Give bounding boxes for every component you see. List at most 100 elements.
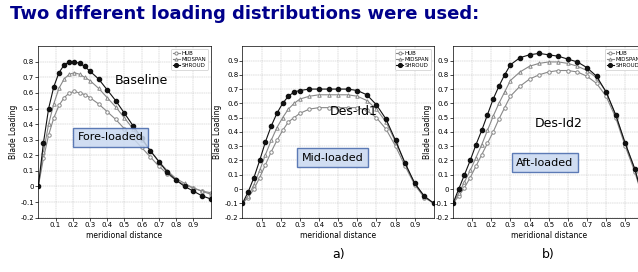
MIDSPAN (279, 116, 286, 119)
SHROUD (455, 187, 463, 191)
SHROUD (430, 202, 438, 205)
HUB (574, 70, 581, 73)
MIDSPAN (155, 160, 163, 163)
MIDSPAN (273, 126, 281, 129)
MIDSPAN (564, 62, 572, 65)
SHROUD (363, 93, 371, 96)
SHROUD (449, 202, 457, 205)
MIDSPAN (198, 190, 205, 193)
MIDSPAN (45, 122, 52, 126)
HUB (181, 183, 189, 187)
Y-axis label: Blade Loading: Blade Loading (423, 105, 433, 159)
HUB (334, 106, 342, 109)
MIDSPAN (621, 142, 629, 145)
HUB (285, 120, 292, 123)
MIDSPAN (484, 129, 491, 132)
X-axis label: meridional distance: meridional distance (510, 231, 587, 240)
HUB (461, 186, 468, 189)
HUB (50, 116, 57, 119)
MIDSPAN (81, 76, 89, 79)
SHROUD (250, 176, 258, 179)
Line: SHROUD: SHROUD (241, 87, 436, 205)
SHROUD (489, 97, 497, 101)
SHROUD (593, 75, 600, 78)
HUB (55, 104, 63, 107)
HUB (411, 183, 419, 186)
MIDSPAN (411, 182, 419, 185)
SHROUD (466, 159, 474, 162)
HUB (239, 202, 246, 205)
Line: SHROUD: SHROUD (36, 60, 212, 201)
HUB (472, 165, 480, 168)
SHROUD (147, 149, 154, 152)
MIDSPAN (86, 79, 94, 82)
HUB (76, 91, 84, 95)
SHROUD (507, 63, 514, 66)
SHROUD (198, 194, 205, 197)
Text: Aft-loaded: Aft-loaded (516, 158, 574, 168)
SHROUD (574, 60, 581, 64)
MIDSPAN (189, 186, 197, 190)
SHROUD (55, 71, 63, 74)
Text: Baseline: Baseline (115, 74, 168, 87)
HUB (489, 130, 497, 134)
HUB (267, 150, 275, 153)
HUB (344, 106, 352, 109)
HUB (325, 106, 332, 109)
SHROUD (401, 162, 409, 165)
SHROUD (296, 89, 304, 92)
SHROUD (495, 85, 503, 88)
Line: MIDSPAN: MIDSPAN (451, 60, 638, 205)
SHROUD (34, 185, 42, 188)
HUB (121, 127, 128, 131)
MIDSPAN (256, 169, 263, 172)
HUB (60, 96, 68, 99)
SHROUD (103, 88, 111, 91)
SHROUD (526, 53, 533, 57)
SHROUD (262, 140, 269, 144)
HUB (363, 109, 371, 112)
Text: Two different loading distributions were used:: Two different loading distributions were… (10, 5, 479, 23)
MIDSPAN (306, 95, 313, 98)
HUB (430, 202, 438, 205)
MIDSPAN (172, 177, 180, 180)
SHROUD (392, 139, 399, 142)
Legend: HUB, MIDSPAN, SHROUD: HUB, MIDSPAN, SHROUD (605, 49, 638, 70)
HUB (262, 163, 269, 166)
MIDSPAN (507, 79, 514, 82)
SHROUD (239, 202, 246, 205)
MIDSPAN (207, 193, 214, 196)
HUB (583, 75, 591, 78)
MIDSPAN (420, 194, 428, 198)
MIDSPAN (373, 107, 380, 111)
MIDSPAN (466, 169, 474, 172)
MIDSPAN (147, 149, 154, 152)
SHROUD (334, 87, 342, 91)
SHROUD (554, 55, 562, 58)
Line: HUB: HUB (451, 69, 638, 205)
HUB (172, 179, 180, 182)
SHROUD (244, 190, 252, 194)
SHROUD (172, 179, 180, 182)
HUB (306, 107, 313, 111)
HUB (315, 106, 323, 109)
SHROUD (344, 87, 352, 91)
SHROUD (420, 194, 428, 198)
MIDSPAN (50, 102, 57, 106)
MIDSPAN (55, 87, 63, 90)
MIDSPAN (593, 76, 600, 79)
SHROUD (279, 102, 286, 105)
SHROUD (461, 173, 468, 176)
SHROUD (306, 87, 313, 91)
MIDSPAN (501, 90, 508, 94)
MIDSPAN (430, 202, 438, 205)
HUB (112, 118, 120, 121)
SHROUD (189, 190, 197, 193)
SHROUD (382, 118, 390, 121)
HUB (449, 202, 457, 205)
SHROUD (325, 87, 332, 91)
MIDSPAN (461, 180, 468, 184)
MIDSPAN (112, 105, 120, 109)
SHROUD (484, 113, 491, 116)
HUB (34, 185, 42, 188)
